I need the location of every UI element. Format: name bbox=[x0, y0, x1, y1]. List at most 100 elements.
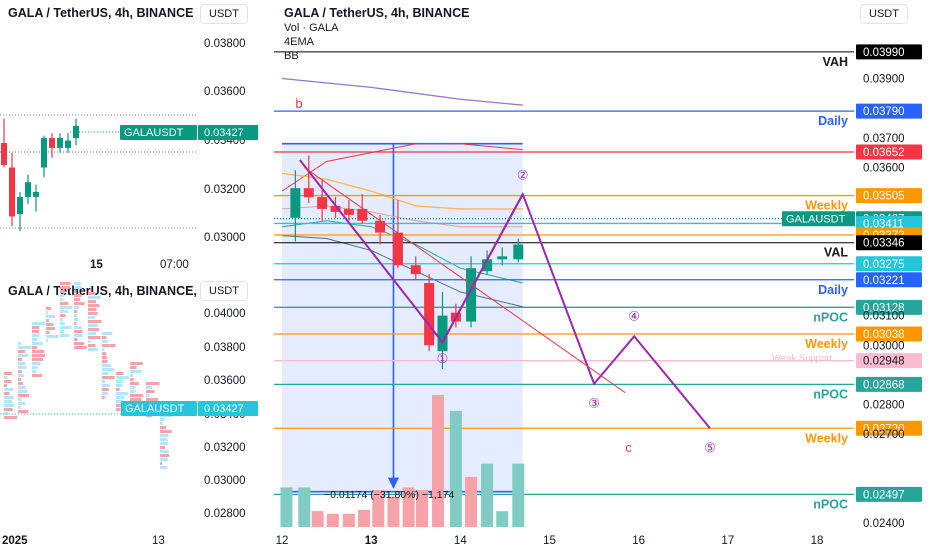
level-label: VAL bbox=[824, 246, 848, 260]
profile-bar bbox=[88, 324, 98, 327]
left-bottom-chart[interactable]: GALA / TetherUS, 4h, BINANCE, 0.04000 0.… bbox=[0, 277, 270, 550]
y-tick: 0.03600 bbox=[204, 86, 246, 98]
level-price-text: 0.02868 bbox=[863, 379, 905, 391]
indicator-volume[interactable]: Vol · GALA bbox=[284, 22, 339, 34]
y-tick: 0.03000 bbox=[204, 232, 246, 244]
price-pill bbox=[198, 125, 258, 140]
currency-button[interactable]: USDT bbox=[860, 4, 908, 24]
price-pill-text: 0.03427 bbox=[204, 403, 244, 415]
level-label: nPOC bbox=[813, 497, 848, 511]
profile-bar bbox=[74, 318, 79, 321]
profile-bar bbox=[18, 378, 21, 381]
wave-label: ② bbox=[517, 168, 529, 183]
main-chart[interactable]: ① ② ③ ④ ⑤ b c VAH Daily Weekly VAL Daily nPOC Weekly… bbox=[274, 0, 932, 550]
profile-bar bbox=[102, 364, 112, 367]
y-tick: 0.03100 bbox=[863, 311, 905, 323]
profile-bar bbox=[130, 370, 142, 373]
profile-bar bbox=[88, 328, 100, 331]
candle-body bbox=[497, 256, 508, 260]
trend-line[interactable] bbox=[304, 167, 626, 394]
candle-body bbox=[392, 232, 403, 266]
profile-bar bbox=[116, 384, 123, 387]
level-label: Daily bbox=[818, 114, 848, 128]
currency-button[interactable]: USDT bbox=[200, 281, 248, 301]
profile-bar bbox=[146, 390, 155, 393]
x-tick: 18 bbox=[811, 535, 824, 547]
time-axis[interactable]: 12 13 14 15 16 17 18 bbox=[276, 535, 824, 547]
volume-bar bbox=[432, 395, 445, 527]
profile-bar bbox=[32, 366, 38, 369]
indicator-ema[interactable]: 4EMA bbox=[284, 36, 315, 48]
currency-button[interactable]: USDT bbox=[200, 4, 248, 24]
profile-bar bbox=[18, 350, 26, 353]
elliott-wave-drawing[interactable]: ① ② ③ ④ ⑤ b c bbox=[295, 96, 715, 455]
profile-bar bbox=[18, 406, 21, 409]
candle-body bbox=[410, 265, 421, 275]
profile-bar bbox=[102, 384, 110, 387]
profile-bar bbox=[116, 376, 129, 379]
level-price-pill bbox=[856, 376, 922, 392]
price-axis[interactable]: 0.039900.037900.036520.035050.03427GALAU… bbox=[782, 44, 922, 530]
main-chart-svg: ① ② ③ ④ ⑤ b c VAH Daily Weekly VAL Daily nPOC Weekly… bbox=[274, 6, 922, 547]
left-top-candles bbox=[1, 118, 79, 232]
profile-bar bbox=[46, 315, 56, 318]
profile-bar bbox=[60, 310, 68, 313]
level-price-pill bbox=[856, 144, 922, 160]
profile-bar bbox=[102, 360, 108, 363]
profile-bar bbox=[88, 316, 96, 319]
level-price-pill bbox=[856, 188, 922, 204]
level-price-pill bbox=[856, 235, 922, 251]
mini-candle-body bbox=[1, 143, 7, 166]
symbol-pill-text: GALAUSDT bbox=[786, 214, 846, 226]
indicator-bb[interactable]: BB bbox=[284, 50, 299, 62]
candle-body bbox=[290, 188, 301, 218]
volume-bar bbox=[512, 463, 525, 527]
profile-bar bbox=[18, 346, 32, 349]
profile-bar bbox=[32, 322, 46, 325]
profile-bar bbox=[32, 362, 41, 365]
wave-b-label: b bbox=[295, 96, 302, 111]
wave-label: ④ bbox=[628, 309, 640, 324]
profile-bar bbox=[32, 374, 43, 377]
profile-bar bbox=[116, 388, 120, 391]
profile-bar bbox=[60, 318, 63, 321]
y-tick: 0.02400 bbox=[863, 518, 905, 530]
y-tick: 0.03800 bbox=[204, 342, 246, 354]
mini-candle-body bbox=[9, 167, 15, 217]
y-tick: 0.03000 bbox=[863, 340, 905, 352]
level-label: VAH bbox=[823, 55, 848, 69]
profile-bar bbox=[32, 334, 40, 337]
profile-bar bbox=[18, 358, 23, 361]
y-tick: 0.02700 bbox=[863, 429, 905, 441]
profile-bar bbox=[102, 344, 116, 347]
profile-bar bbox=[160, 458, 168, 461]
profile-bar bbox=[60, 330, 64, 333]
profile-bar bbox=[160, 438, 168, 441]
profile-bar bbox=[116, 380, 123, 383]
volume-bar bbox=[415, 490, 428, 527]
price-pill-text: 0.03427 bbox=[204, 127, 244, 139]
profile-bar bbox=[74, 282, 81, 285]
level-price-text: 0.03652 bbox=[863, 147, 905, 159]
symbol-pill-text: GALAUSDT bbox=[125, 403, 185, 415]
profile-bar bbox=[74, 298, 81, 301]
profile-bar bbox=[60, 306, 73, 309]
candle-body bbox=[375, 220, 386, 233]
profile-bar bbox=[116, 396, 125, 399]
level-label: Weekly bbox=[805, 337, 848, 351]
candle-body bbox=[330, 205, 341, 212]
profile-bar bbox=[160, 462, 163, 465]
left-top-svg: GALA / TetherUS, 4h, BINANCE 0.03800 0.0… bbox=[0, 6, 258, 271]
symbol-pill-text: GALAUSDT bbox=[124, 127, 184, 139]
profile-bar bbox=[102, 372, 109, 375]
profile-bar bbox=[60, 282, 71, 285]
wave-path[interactable] bbox=[441, 191, 711, 429]
profile-bar bbox=[146, 394, 150, 397]
candle-body bbox=[513, 244, 524, 260]
profile-bar bbox=[32, 370, 37, 373]
volume-bar bbox=[481, 463, 494, 527]
left-top-chart[interactable]: GALA / TetherUS, 4h, BINANCE 0.03800 0.0… bbox=[0, 0, 270, 275]
profile-bar bbox=[160, 446, 165, 449]
profile-bar bbox=[32, 326, 40, 329]
profile-bar bbox=[60, 290, 65, 293]
